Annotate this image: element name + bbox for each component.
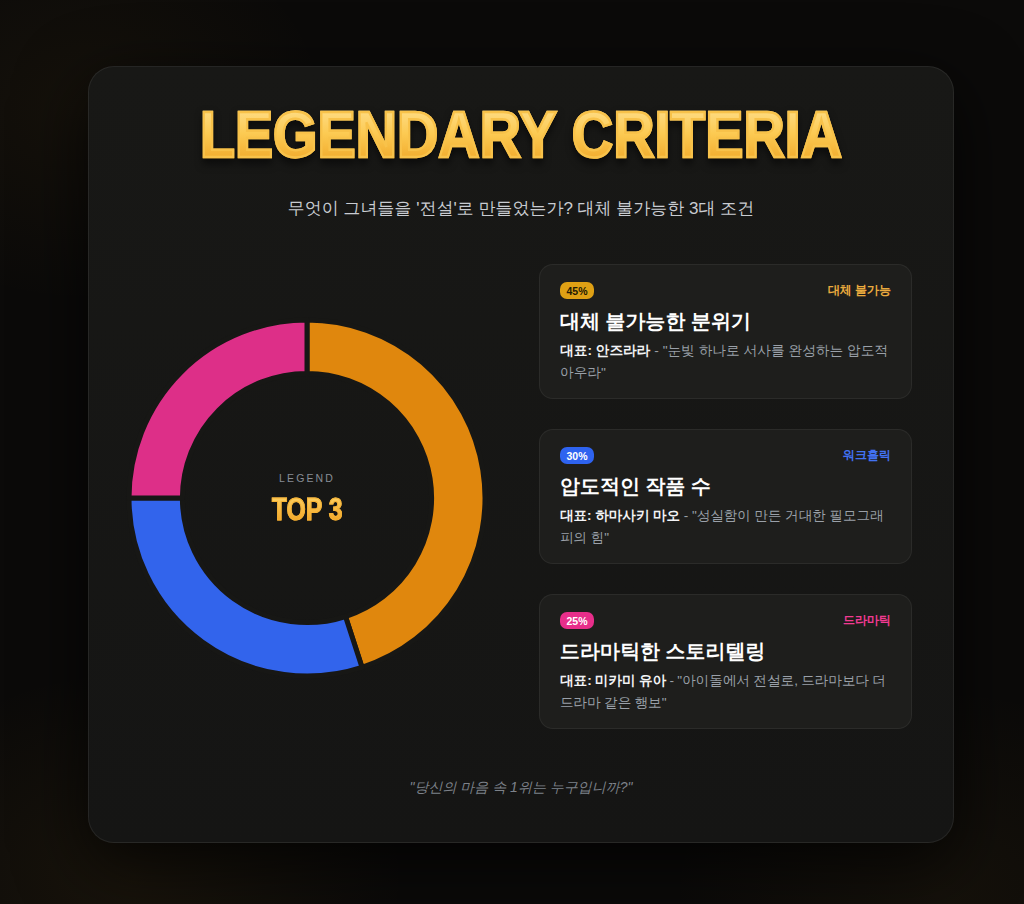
percent-badge: 30%: [560, 447, 594, 464]
percent-badge: 45%: [560, 282, 594, 299]
criteria-title: 드라마틱한 스토리텔링: [560, 638, 891, 665]
card-top-row: 25% 드라마틱: [560, 612, 891, 629]
criteria-title: 대체 불가능한 분위기: [560, 308, 891, 335]
criteria-card-3: 25% 드라마틱 드라마틱한 스토리텔링 대표: 미카미 유아 - "아이돌에서…: [539, 594, 912, 729]
rep-name: 하마사키 마오: [595, 508, 680, 523]
card-top-row: 30% 워크홀릭: [560, 447, 891, 464]
criteria-card-1: 45% 대체 불가능 대체 불가능한 분위기 대표: 안즈라라 - "눈빛 하나…: [539, 264, 912, 399]
rep-name: 미카미 유아: [595, 673, 666, 688]
percent-badge: 25%: [560, 612, 594, 629]
rep-label: 대표:: [560, 508, 592, 523]
page-title: LEGENDARY CRITERIA: [141, 99, 901, 171]
card-top-row: 45% 대체 불가능: [560, 282, 891, 299]
main-panel: LEGENDARY CRITERIA 무엇이 그녀들을 '전설'로 만들었는가?…: [88, 66, 954, 843]
rep-label: 대표:: [560, 673, 592, 688]
page-subtitle: 무엇이 그녀들을 '전설'로 만들었는가? 대체 불가능한 3대 조건: [89, 197, 953, 220]
criteria-list: 45% 대체 불가능 대체 불가능한 분위기 대표: 안즈라라 - "눈빛 하나…: [539, 264, 912, 729]
category-tag: 워크홀릭: [843, 447, 891, 464]
rep-label: 대표:: [560, 343, 592, 358]
donut-chart: LEGEND TOP 3: [122, 313, 492, 683]
rep-name: 안즈라라: [596, 343, 651, 358]
donut-chart-svg: [122, 313, 492, 683]
criteria-description: 대표: 하마사키 마오 - "성실함이 만든 거대한 필모그래피의 힘": [560, 505, 891, 549]
category-tag: 드라마틱: [843, 612, 891, 629]
footer-quote: "당신의 마음 속 1위는 누구입니까?": [89, 779, 953, 797]
criteria-card-2: 30% 워크홀릭 압도적인 작품 수 대표: 하마사키 마오 - "성실함이 만…: [539, 429, 912, 564]
criteria-title: 압도적인 작품 수: [560, 473, 891, 500]
criteria-description: 대표: 안즈라라 - "눈빛 하나로 서사를 완성하는 압도적 아우라": [560, 340, 891, 384]
criteria-description: 대표: 미카미 유아 - "아이돌에서 전설로, 드라마보다 더 드라마 같은 …: [560, 670, 891, 714]
category-tag: 대체 불가능: [828, 282, 891, 299]
